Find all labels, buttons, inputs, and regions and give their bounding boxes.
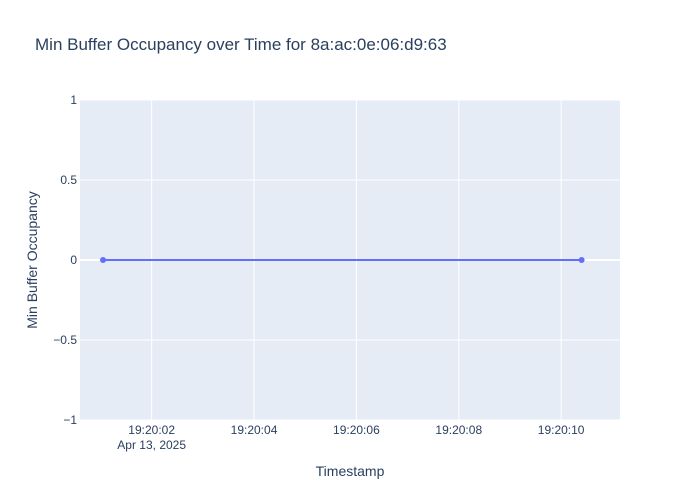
chart-title: Min Buffer Occupancy over Time for 8a:ac… — [35, 35, 447, 54]
x-tick-label: 19:20:06 — [333, 423, 380, 437]
x-tick-label: 19:20:08 — [435, 423, 482, 437]
y-tick-label: 0 — [70, 253, 77, 267]
y-tick-label: 1 — [70, 93, 77, 107]
y-axis-title: Min Buffer Occupancy — [24, 191, 40, 328]
y-tick-label: −0.5 — [53, 333, 77, 347]
x-tick-label: 19:20:10 — [538, 423, 585, 437]
x-axis-title: Timestamp — [316, 463, 385, 479]
data-point — [100, 257, 107, 263]
y-tick-label: −1 — [63, 413, 77, 427]
x-tick-label: 19:20:02 — [128, 423, 175, 437]
y-tick-label: 0.5 — [60, 173, 77, 187]
x-tick-label: 19:20:04 — [231, 423, 278, 437]
data-point — [578, 257, 585, 263]
x-tick-sublabel: Apr 13, 2025 — [117, 438, 186, 452]
